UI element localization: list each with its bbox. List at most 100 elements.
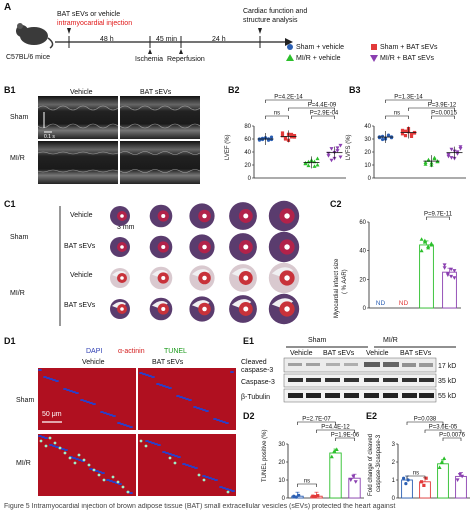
dapi-nucleus [185, 464, 189, 466]
data-point [289, 135, 294, 139]
tick-label: 3 [392, 442, 396, 448]
lv-cavity [120, 214, 124, 218]
data-point [400, 128, 405, 132]
dapi-nucleus [156, 383, 160, 385]
time-24h: 24 h [212, 36, 226, 43]
tunel-positive [197, 473, 201, 477]
dapi-nucleus [162, 451, 166, 453]
significance-bracket [385, 115, 409, 119]
lv-cavity [284, 275, 290, 281]
significance-bracket [311, 115, 335, 119]
tunel-positive [53, 441, 57, 445]
lv-cavity [284, 213, 290, 219]
data-point [292, 494, 296, 498]
c2-ylabel2: ( % AAR) [342, 269, 348, 294]
data-point [432, 155, 437, 160]
dapi-nucleus [43, 376, 47, 378]
tick-label: 20 [244, 163, 251, 169]
panel-label-d1: D1 [4, 336, 16, 346]
echo-images [37, 96, 201, 184]
p-value: P=0.0015 [431, 111, 458, 117]
lv-cavity [120, 245, 124, 249]
dapi-nucleus [55, 380, 59, 382]
tunel-positive [77, 453, 81, 457]
tunel-positive [139, 439, 143, 443]
analysis-line2: structure analysis [243, 17, 298, 24]
tunel-positive [39, 439, 43, 443]
dapi-nucleus [52, 445, 56, 447]
data-point [297, 493, 301, 497]
dapi-nucleus [112, 415, 116, 417]
data-point [452, 276, 457, 280]
tunel-positive [87, 463, 91, 467]
data-point [429, 241, 434, 246]
heart-sections [110, 200, 300, 325]
dapi-nucleus [231, 490, 235, 492]
dapi-nucleus [44, 437, 48, 439]
dapi-nucleus [216, 419, 220, 421]
dapi-nucleus [159, 384, 163, 386]
dapi-nucleus [148, 375, 152, 377]
tick-label: 0 [392, 496, 396, 502]
dapi-nucleus [211, 478, 215, 480]
tick-label: 40 [244, 150, 251, 156]
dapi-nucleus [205, 410, 209, 412]
lv-cavity [120, 307, 124, 311]
dapi-nucleus [38, 435, 42, 437]
p-value: P=1.9E-06 [331, 433, 360, 439]
bar [419, 244, 434, 309]
dapi-nucleus [151, 376, 155, 378]
data-point [315, 162, 320, 167]
tick-label: 1 [392, 478, 396, 484]
data-point [380, 134, 385, 138]
echo-scale-mm: 1 mm [29, 110, 35, 124]
p-value: P=2.7E-07 [302, 417, 331, 423]
chart-d2: 0 10 20 30 P=2.7E-07 P=4.4E-12 P=1.9E-06 ns [278, 417, 364, 502]
tick-label: 2 [392, 460, 396, 466]
tick-label: 20 [278, 460, 285, 466]
tick-label: 0 [248, 176, 252, 182]
d1-tunel: TUNEL [164, 348, 187, 355]
time-48h: 48 h [100, 36, 114, 43]
data-point [412, 131, 417, 135]
b2-ylabel: LVEF (%) [225, 134, 231, 160]
c2-ylabel: Myocardial infarct size [334, 258, 340, 318]
data-point [406, 478, 410, 482]
data-point [426, 244, 431, 248]
dapi-nucleus [38, 369, 42, 371]
dapi-nucleus [162, 385, 166, 387]
mouse-label: C57BL/6 mice [6, 54, 50, 61]
e1-row-tubulin: β-Tubulin [241, 394, 271, 401]
dapi-nucleus [89, 468, 93, 470]
tunel-positive [102, 478, 106, 482]
treatment-line1: BAT sEVs or vehicle [57, 11, 121, 18]
data-point [455, 150, 460, 154]
dapi-nucleus [75, 392, 79, 394]
panel-label-c2: C2 [330, 199, 342, 209]
data-point [446, 154, 451, 159]
data-point [402, 476, 406, 480]
panel-label-b1: B1 [4, 85, 16, 95]
dapi-nucleus [202, 475, 206, 477]
tissue-image [38, 368, 136, 430]
data-point [419, 248, 424, 253]
tick-label: 60 [359, 220, 366, 226]
western-blot [283, 357, 437, 403]
tunel-images [38, 368, 236, 496]
dapi-nucleus [49, 378, 53, 380]
e1-kd: 55 kD [438, 393, 457, 400]
significance-bracket [297, 421, 336, 425]
lv-cavity [202, 213, 207, 219]
dapi-nucleus [95, 470, 99, 472]
data-point [422, 483, 426, 487]
dapi-nucleus [202, 409, 206, 411]
significance-bracket [426, 216, 450, 220]
tunel-positive [68, 456, 72, 460]
legend-item: MI/R + vehicle [296, 55, 341, 62]
tick-label: 10 [278, 478, 285, 484]
tick-label: 0 [368, 176, 372, 182]
significance-bracket [431, 115, 455, 119]
data-point [306, 163, 311, 168]
tick-label: 30 [364, 137, 371, 143]
panel-label-a: A [4, 2, 12, 13]
